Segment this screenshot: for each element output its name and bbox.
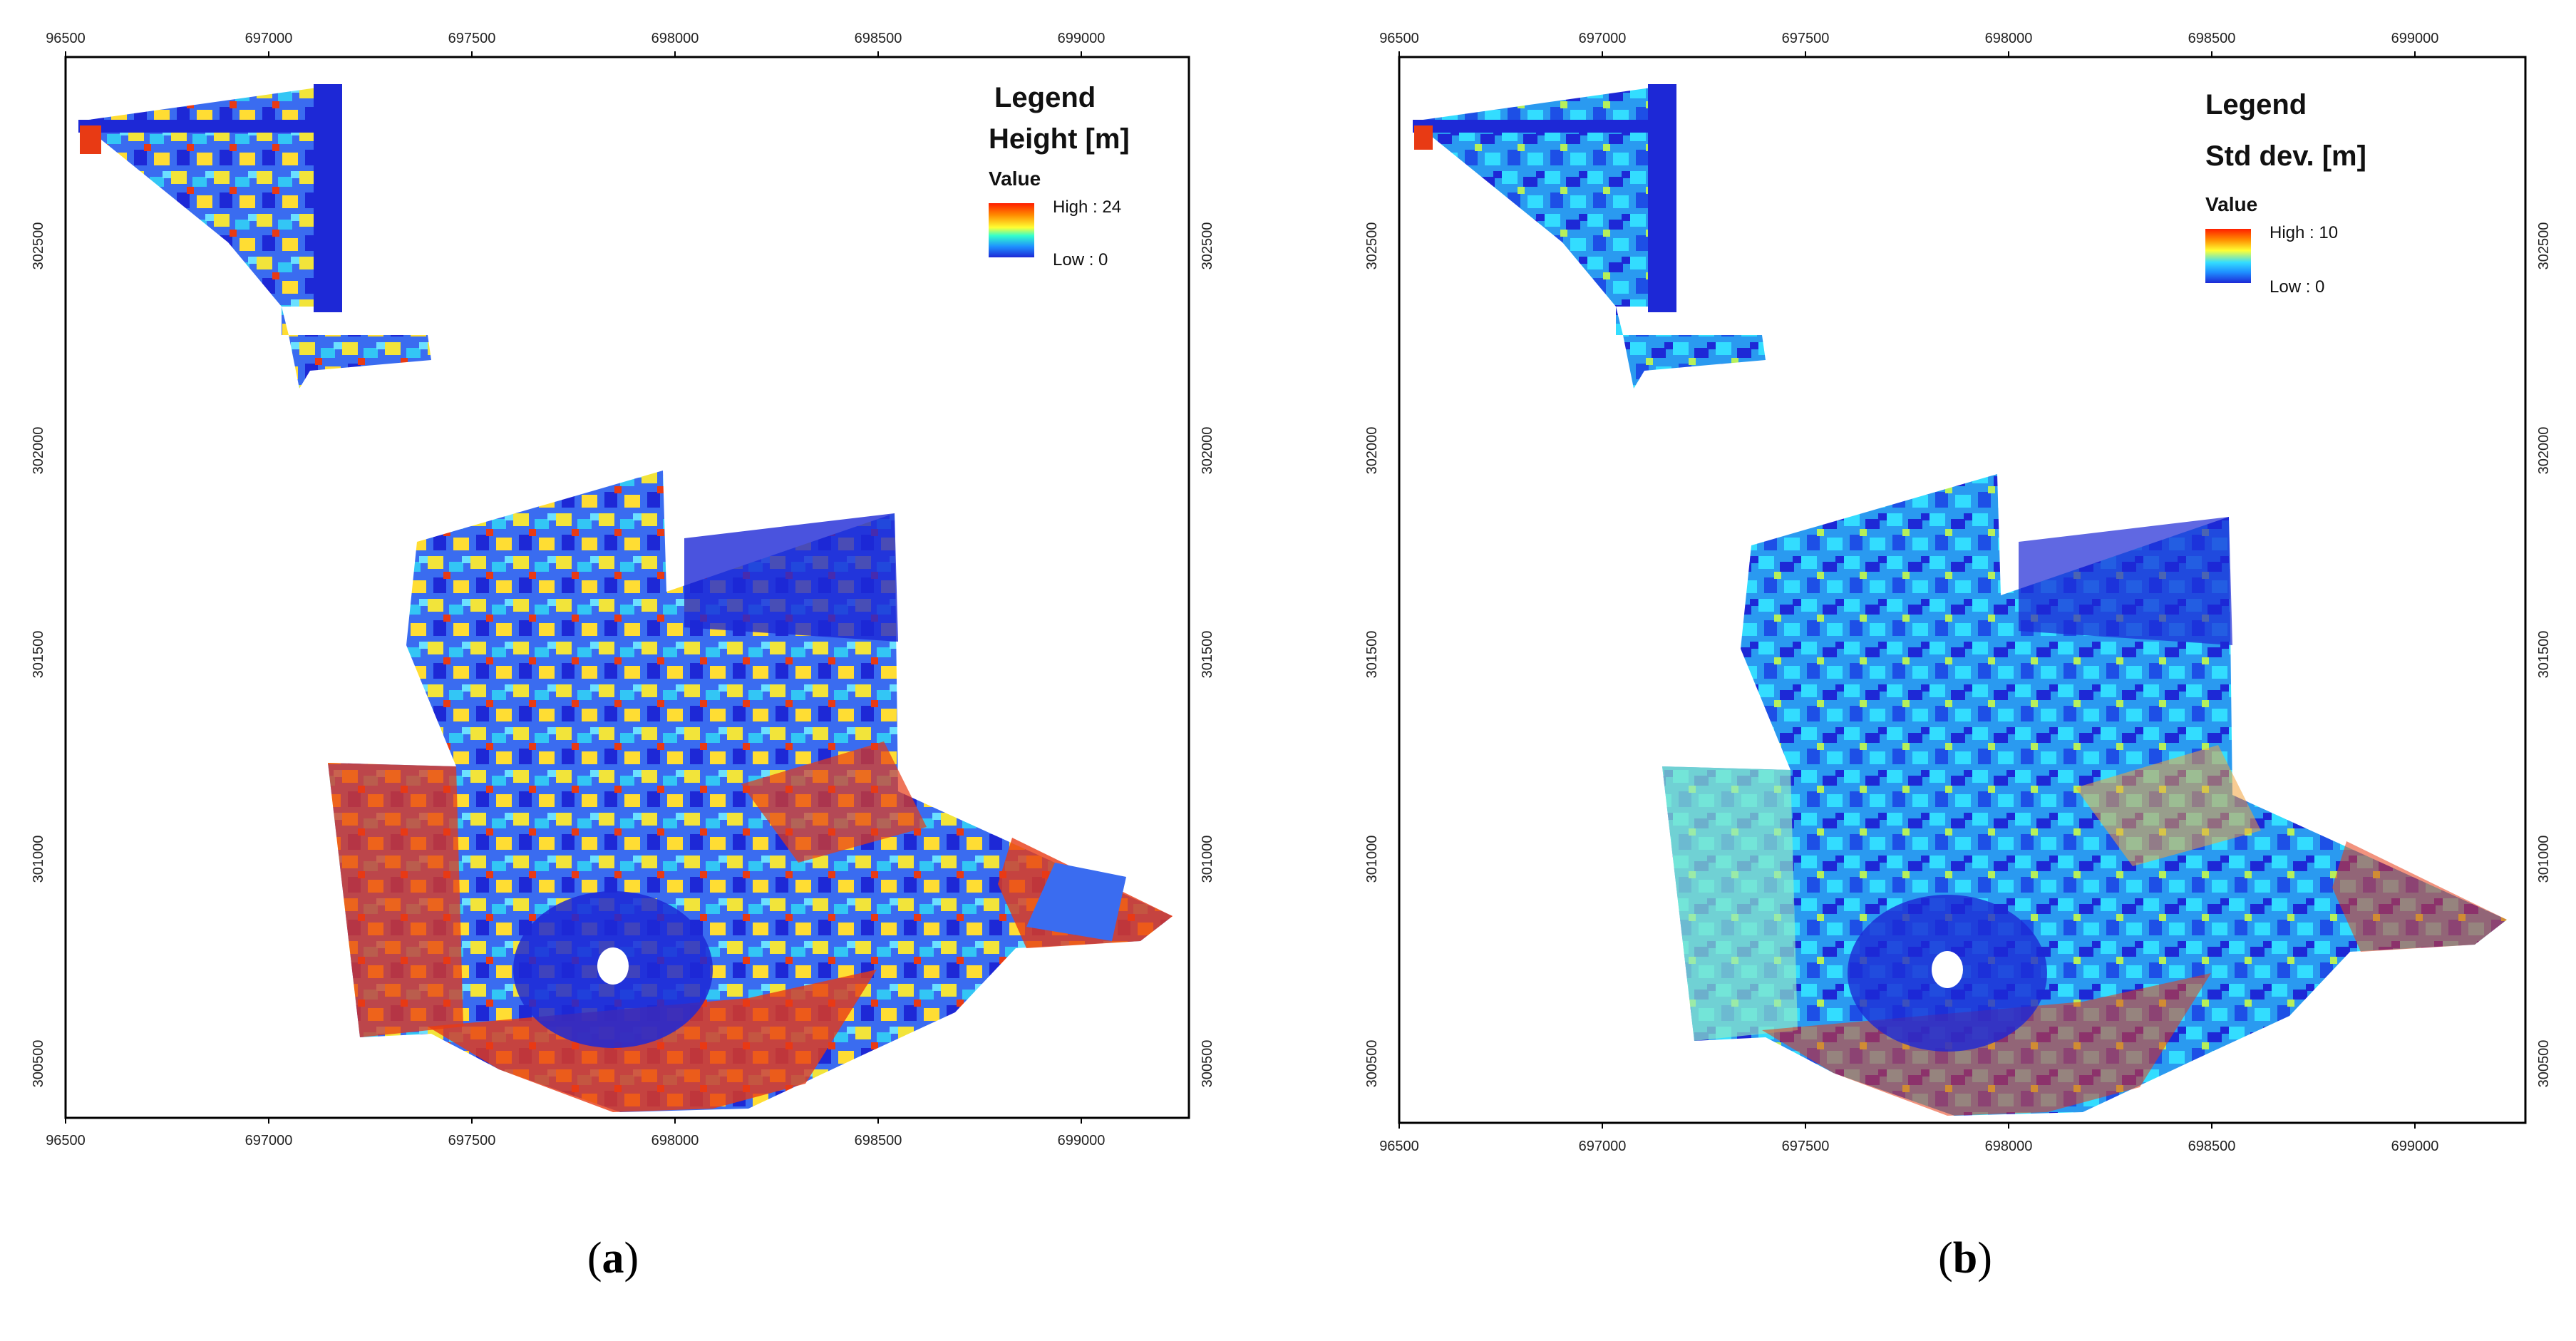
panel-caption-a: (a) <box>587 1234 639 1283</box>
legend-measure: Height [m] <box>989 123 1130 155</box>
map-figure-b: 96500 697000 697500 698000 698500 699000… <box>1364 31 2552 1154</box>
x-tick-label-top: 699000 <box>2391 31 2439 46</box>
x-tick-label-top: 698500 <box>855 31 902 46</box>
legend-b: Legend Std dev. [m] Value High : 10 Low … <box>2204 89 2418 297</box>
y-tick-label-right: 301000 <box>1200 836 1215 883</box>
legend-color-ramp <box>989 203 1034 257</box>
legend-low-label: Low : 0 <box>1053 250 1108 269</box>
legend-high-label: High : 10 <box>2270 223 2339 242</box>
x-tick-label-bottom: 698000 <box>1985 1139 2033 1154</box>
x-tick-label-bottom: 697500 <box>448 1133 496 1149</box>
x-tick-label-bottom: 698500 <box>855 1133 902 1149</box>
y-tick-label-left: 301000 <box>1364 836 1380 883</box>
x-tick-label-bottom: 698000 <box>651 1133 699 1149</box>
raster-south-area <box>328 471 1173 1112</box>
x-tick-label-bottom: 697500 <box>1782 1139 1830 1154</box>
map-panel-a: 96500 697000 697500 698000 698500 699000… <box>31 31 1215 1283</box>
y-tick-label-right: 300500 <box>2536 1040 2552 1088</box>
x-ticks <box>65 51 1082 1124</box>
x-tick-label-top: 697500 <box>448 31 496 46</box>
x-tick-label-bottom: 699000 <box>1058 1133 1106 1149</box>
y-tick-label-right: 302000 <box>2536 427 2552 475</box>
raster-north-parcel <box>78 84 431 389</box>
legend-a: Legend Height [m] Value High : 24 Low : … <box>987 82 1173 269</box>
y-tick-label-left: 301500 <box>1364 631 1380 679</box>
y-tick-label-left: 302000 <box>1364 427 1380 475</box>
x-tick-label-bottom: 697000 <box>245 1133 293 1149</box>
raster-south-area <box>1662 474 2507 1116</box>
legend-title: Legend <box>2205 89 2307 120</box>
y-tick-label-right: 301500 <box>2536 631 2552 679</box>
y-tick-label-right: 302000 <box>1200 427 1215 475</box>
x-tick-label-top: 698000 <box>651 31 699 46</box>
x-ticks <box>1398 51 2416 1129</box>
x-tick-label-top: 96500 <box>1379 31 1419 46</box>
panel-caption-b: (b) <box>1938 1234 1992 1283</box>
y-tick-label-left: 301500 <box>31 631 46 679</box>
y-tick-label-left: 302500 <box>31 222 46 270</box>
x-tick-label-top: 699000 <box>1058 31 1106 46</box>
y-tick-label-right: 302500 <box>1200 222 1215 270</box>
x-tick-label-top: 697500 <box>1782 31 1830 46</box>
y-tick-label-left: 302500 <box>1364 222 1380 270</box>
x-tick-label-top: 697000 <box>245 31 293 46</box>
y-tick-label-right: 302500 <box>2536 222 2552 270</box>
y-tick-label-left: 300500 <box>1364 1040 1380 1088</box>
x-tick-label-top: 96500 <box>46 31 86 46</box>
y-tick-label-right: 301500 <box>1200 631 1215 679</box>
x-tick-label-bottom: 699000 <box>2391 1139 2439 1154</box>
y-tick-label-left: 301000 <box>31 836 46 883</box>
legend-high-label: High : 24 <box>1053 197 1122 217</box>
y-tick-label-left: 300500 <box>31 1040 46 1088</box>
x-tick-label-top: 697000 <box>1579 31 1627 46</box>
legend-title: Legend <box>994 82 1096 113</box>
map-panel-b: 96500 697000 697500 698000 698500 699000… <box>1288 0 2576 1341</box>
legend-value-label: Value <box>989 168 1041 190</box>
x-tick-label-bottom: 96500 <box>46 1133 86 1149</box>
legend-low-label: Low : 0 <box>2270 277 2325 297</box>
legend-measure: Std dev. [m] <box>2205 140 2366 172</box>
y-tick-label-right: 301000 <box>2536 836 2552 883</box>
legend-color-ramp <box>2205 229 2251 283</box>
y-tick-label-right: 300500 <box>1200 1040 1215 1088</box>
x-tick-label-bottom: 96500 <box>1379 1139 1419 1154</box>
x-tick-label-bottom: 697000 <box>1579 1139 1627 1154</box>
x-tick-label-top: 698500 <box>2188 31 2236 46</box>
raster-north-parcel <box>1413 84 1766 389</box>
y-tick-label-left: 302000 <box>31 427 46 475</box>
legend-value-label: Value <box>2205 193 2258 215</box>
x-tick-label-top: 698000 <box>1985 31 2033 46</box>
x-tick-label-bottom: 698500 <box>2188 1139 2236 1154</box>
